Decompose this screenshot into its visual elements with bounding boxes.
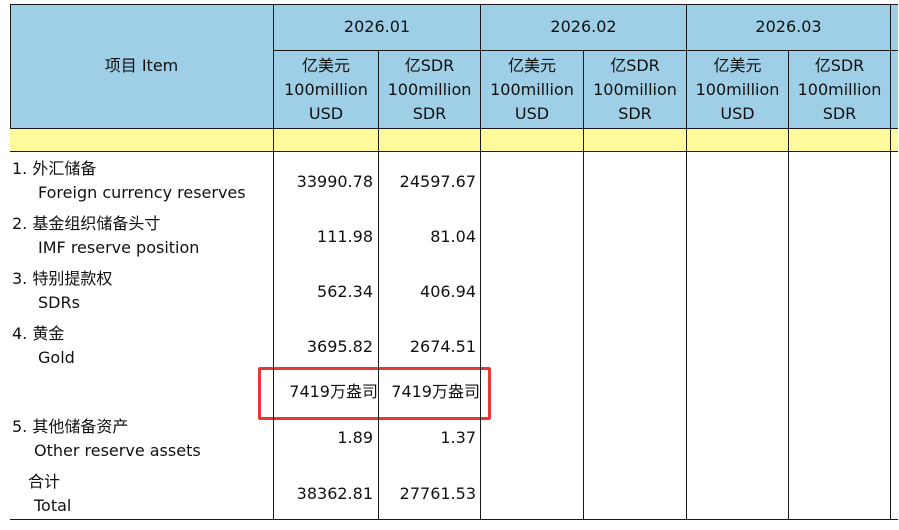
grid-line	[480, 4, 481, 520]
value-sdr: 24597.67	[399, 172, 476, 191]
grid-line	[273, 4, 274, 520]
grid-line	[10, 128, 898, 129]
total-label-en: Total	[34, 496, 72, 515]
row-label-zh: 5. 其他储备资产	[12, 417, 129, 436]
value-usd: 111.98	[317, 227, 373, 246]
row-label-en: SDRs	[38, 293, 80, 312]
unit-sdr-2: 亿SDR 100million SDR	[593, 55, 677, 123]
value-sdr: 81.04	[430, 227, 476, 246]
row-label-en: Foreign currency reserves	[38, 183, 246, 202]
value-usd: 1.89	[337, 428, 373, 447]
month-header-1: 2026.01	[343, 17, 411, 36]
header-background	[10, 4, 898, 128]
grid-line	[686, 4, 687, 520]
value-sdr: 1.37	[440, 428, 476, 447]
month-header-2: 2026.02	[550, 17, 617, 36]
value-sdr: 406.94	[420, 282, 476, 301]
unit-usd-3: 亿美元 100million USD	[695, 55, 780, 123]
total-sdr: 27761.53	[399, 484, 476, 503]
grid-line	[10, 4, 11, 128]
header-strip	[10, 128, 898, 151]
gold-ounces-sdr: 7419万盎司	[391, 382, 480, 401]
grid-line	[10, 151, 898, 152]
grid-line	[788, 50, 789, 520]
gold-ounces-usd: 7419万盎司	[289, 382, 378, 401]
total-usd: 38362.81	[296, 484, 373, 503]
row-label-zh: 1. 外汇储备	[12, 159, 97, 178]
highlight-box	[258, 367, 491, 420]
row-label-zh: 4. 黄金	[12, 324, 65, 343]
value-usd: 33990.78	[296, 172, 373, 191]
grid-line	[583, 50, 584, 520]
value-sdr: 2674.51	[409, 337, 476, 356]
row-label-en: IMF reserve position	[38, 238, 200, 257]
item-header: 项目 Item	[104, 56, 179, 75]
value-usd: 3695.82	[306, 337, 373, 356]
unit-sdr-1: 亿SDR 100million SDR	[387, 55, 472, 123]
unit-usd-1: 亿美元 100million USD	[284, 55, 368, 123]
row-label-zh: 3. 特别提款权	[12, 269, 113, 288]
row-label-en: Gold	[38, 348, 75, 367]
unit-usd-2: 亿美元 100million USD	[490, 55, 574, 123]
grid-line	[378, 50, 379, 520]
grid-line	[10, 4, 898, 5]
row-label-en: Other reserve assets	[34, 441, 201, 460]
grid-line	[890, 4, 891, 520]
row-label-zh: 2. 基金组织储备头寸	[12, 214, 161, 233]
grid-line	[10, 519, 898, 520]
total-label-zh: 合计	[28, 472, 61, 491]
value-usd: 562.34	[317, 282, 373, 301]
unit-sdr-3: 亿SDR 100million SDR	[797, 55, 882, 123]
month-header-3: 2026.03	[755, 17, 822, 36]
grid-line	[273, 50, 898, 51]
